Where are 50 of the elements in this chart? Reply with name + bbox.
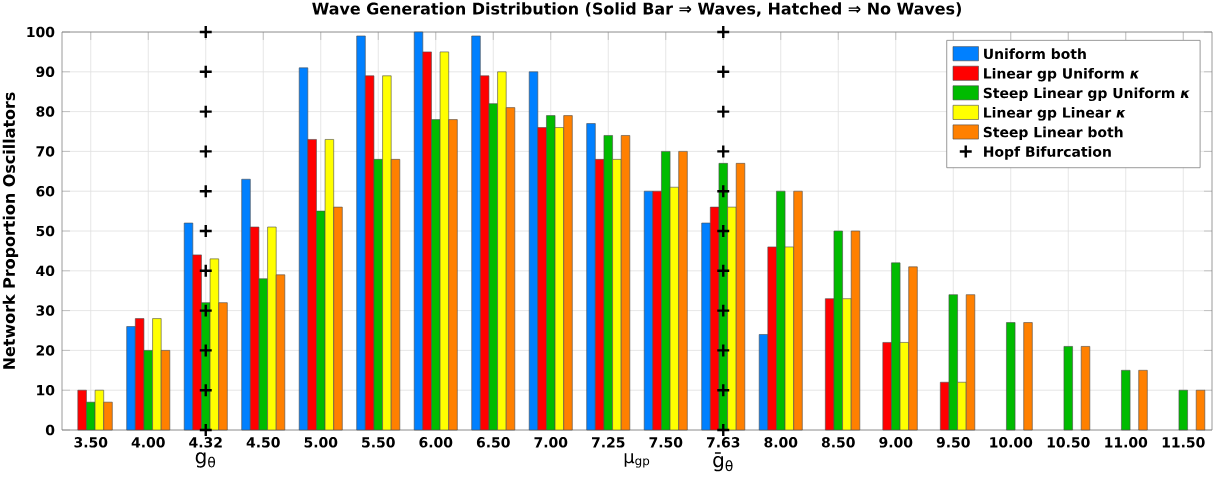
x-tick-label: 9.50 (936, 437, 970, 448)
y-tick-label: 0 (45, 424, 55, 436)
x-tick-label: 4.00 (131, 437, 165, 448)
x-tick-label: 10.50 (1047, 437, 1090, 448)
bar (1195, 389, 1206, 431)
bar (1023, 322, 1033, 431)
x-tick-label: 8.50 (821, 437, 855, 448)
y-tick-label: 80 (36, 106, 55, 117)
x-tick-label: 3.50 (74, 437, 108, 448)
x-tick-label: 11.00 (1105, 437, 1148, 448)
y-tick-label: 100 (27, 26, 55, 38)
x-tick-label: 11.50 (1162, 437, 1205, 448)
bar (1121, 370, 1131, 431)
y-tick-label: 20 (36, 345, 55, 356)
x-tick-label: 8.00 (764, 437, 798, 448)
bar (1138, 370, 1148, 431)
x-tick-label: 9.00 (879, 437, 913, 448)
bar (1178, 389, 1188, 431)
legend-label: Uniform both (984, 48, 1086, 60)
bar (1006, 322, 1016, 431)
y-axis-title: Network Proportion Oscillators (2, 92, 19, 369)
x-tick-label: 10.00 (990, 437, 1033, 448)
x-tick-label: 7.00 (534, 437, 568, 448)
x-tick-label: 6.00 (419, 437, 453, 448)
y-tick-label: 60 (36, 185, 55, 197)
y-tick-label: 40 (36, 265, 55, 277)
legend-label: Steep Linear both (983, 126, 1123, 141)
x-tick-label: 4.32 (189, 437, 222, 448)
x-tick-label: 7.50 (649, 437, 683, 448)
bar (1063, 346, 1073, 431)
legend-label: Linear gp Linear κ (984, 107, 1126, 121)
legend-label: Steep Linear gp Uniform κ (983, 87, 1190, 102)
y-tick-label: 30 (36, 305, 55, 316)
x-tick-label: 5.00 (304, 437, 338, 448)
y-tick-label: 50 (36, 225, 55, 237)
x-tick-label: 7.25 (591, 437, 625, 448)
y-tick-label: 90 (36, 66, 55, 78)
x-tick-label: 5.50 (362, 437, 395, 448)
legend-label: Linear gp Uniform κ (984, 67, 1140, 82)
x-tick-label: 4.50 (246, 437, 280, 448)
x-axis-title: μ$_{gp}$ (624, 453, 650, 468)
text: g$_{θ}$ (195, 452, 216, 468)
bar (1080, 346, 1091, 431)
x-tick-label: 6.50 (476, 437, 510, 448)
chart-title: Wave Generation Distribution (Solid Bar ⇒ Waves, Hatched ⇒ No Waves) (312, 2, 961, 17)
text: ḡ$_{θ}$ (713, 452, 733, 472)
x-tick-label: 7.63 (706, 437, 740, 448)
legend-label: Hopf Bifurcation (984, 146, 1111, 160)
y-tick-label: 10 (37, 384, 55, 396)
y-tick-label: 70 (36, 146, 55, 157)
